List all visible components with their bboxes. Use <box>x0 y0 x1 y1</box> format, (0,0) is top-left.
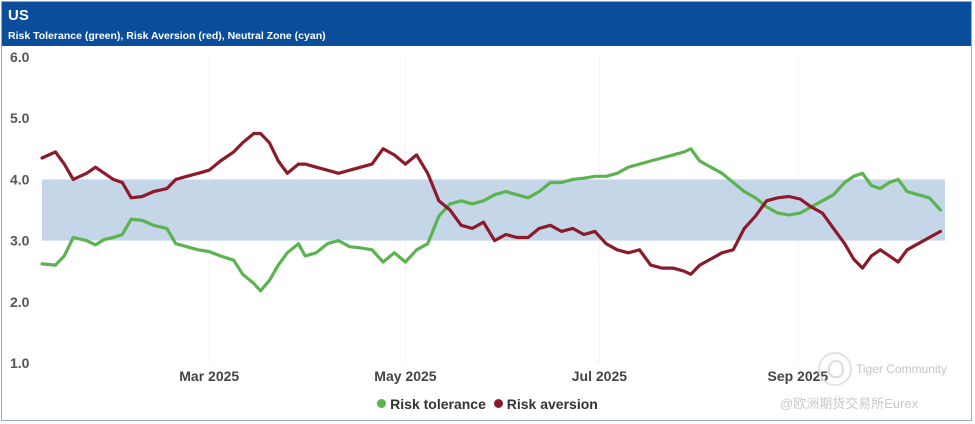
chart-header: US Risk Tolerance (green), Risk Aversion… <box>2 2 971 46</box>
series-line-risk-tolerance <box>40 147 943 293</box>
legend-dot-risk-aversion <box>493 399 503 408</box>
watermark-brand: Tiger Community <box>818 352 947 386</box>
y-tick-label-3: 4.0 <box>10 171 30 187</box>
watermark-handle: @欧洲期货交易所Eurex <box>780 396 919 411</box>
chart-legend: Risk tolerance Risk aversion <box>0 395 975 412</box>
legend-label-risk-tolerance: Risk tolerance <box>390 395 486 412</box>
legend-label-risk-aversion: Risk aversion <box>506 395 598 412</box>
y-tick-label-2: 3.0 <box>10 233 30 249</box>
legend-item-risk-tolerance[interactable]: Risk tolerance <box>377 396 486 412</box>
y-tick-label-0: 1.0 <box>10 355 30 371</box>
tiger-logo-icon <box>818 352 852 386</box>
legend-item-risk-aversion[interactable]: Risk aversion <box>493 395 598 412</box>
chart-subtitle: Risk Tolerance (green), Risk Aversion (r… <box>8 30 326 42</box>
x-tick-label-0: Mar 2025 <box>179 368 239 384</box>
y-tick-label-1: 2.0 <box>10 294 30 310</box>
x-tick-label-1: May 2025 <box>374 368 436 384</box>
neutral-zone-band <box>42 179 945 241</box>
y-tick-label-4: 5.0 <box>10 110 30 126</box>
y-tick-label-5: 6.0 <box>10 49 30 65</box>
watermark-brand-text: Tiger Community <box>856 362 947 376</box>
legend-dot-risk-tolerance <box>377 399 387 408</box>
x-tick-label-3: Sep 2025 <box>767 368 828 384</box>
x-tick-label-2: Jul 2025 <box>572 368 627 384</box>
chart-title: US <box>8 7 29 24</box>
series-line-risk-aversion <box>40 131 943 276</box>
